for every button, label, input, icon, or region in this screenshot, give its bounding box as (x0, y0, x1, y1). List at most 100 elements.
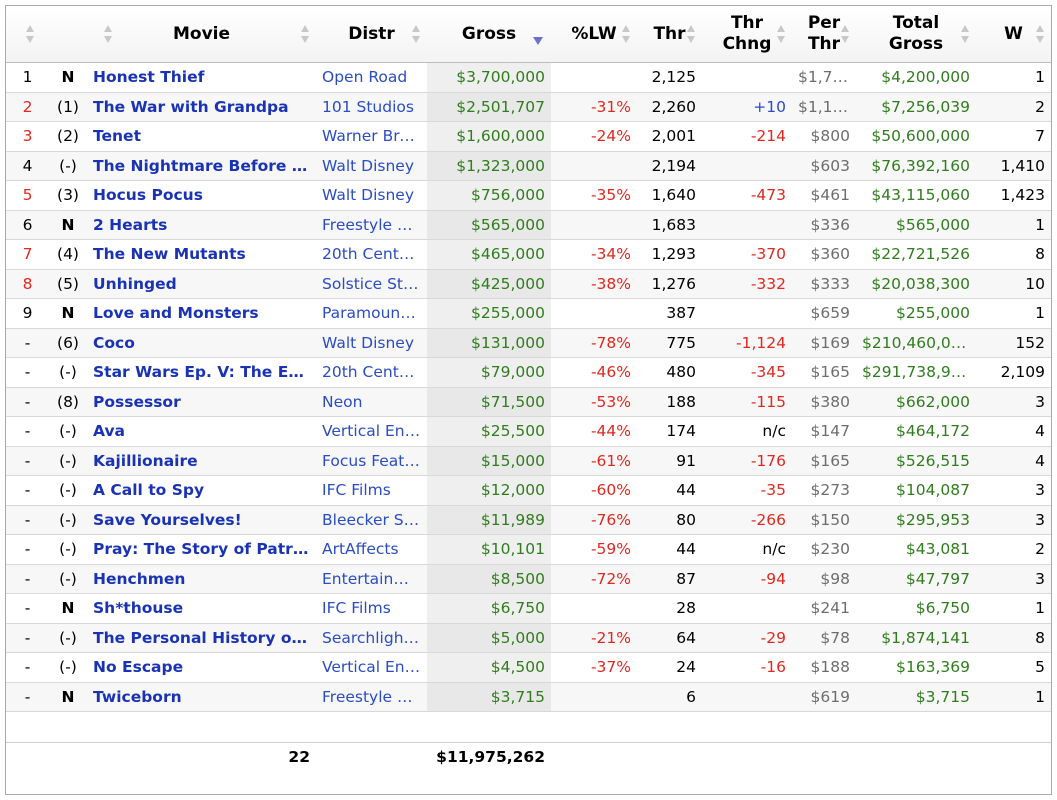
row-movie-link[interactable]: Star Wars Ep. V: The Empire Strikes Back (87, 357, 316, 388)
table-row: -(-)The Personal History of David Copper… (6, 623, 1051, 653)
row-theaters: 6 (637, 682, 702, 712)
row-movie-link[interactable]: The Personal History of David Copperfiel… (87, 623, 316, 653)
row-theater-change: n/c (702, 534, 792, 565)
row-movie-link[interactable]: Love and Monsters (87, 298, 316, 329)
row-distributor-link[interactable]: 20th Century Studios (316, 239, 427, 270)
row-theaters: 44 (637, 534, 702, 565)
col-header-movie[interactable]: Movie (87, 6, 316, 63)
row-distributor-link[interactable]: IFC Films (316, 475, 427, 506)
row-rank: 5 (6, 180, 49, 211)
row-gross: $6,750 (427, 593, 551, 624)
row-theater-change: -332 (702, 269, 792, 299)
row-movie-link[interactable]: Possessor (87, 387, 316, 417)
row-distributor-link[interactable]: Walt Disney (316, 328, 427, 358)
row-movie-link[interactable]: Save Yourselves! (87, 505, 316, 535)
row-weeks: 1,410 (976, 151, 1051, 181)
row-theater-change (702, 593, 792, 624)
col-header-distr[interactable]: Distr (316, 6, 427, 63)
row-rank: - (6, 475, 49, 506)
row-movie-link[interactable]: Unhinged (87, 269, 316, 299)
row-gross: $3,715 (427, 682, 551, 712)
row-rank: - (6, 623, 49, 653)
row-movie-link[interactable]: Tenet (87, 121, 316, 152)
col-header-last-week[interactable] (49, 6, 112, 63)
row-per-theater: $1,107 (792, 92, 856, 122)
row-distributor-link[interactable]: Vertical Entertainment (316, 652, 427, 683)
col-header-thr-chng[interactable]: Thr Chng (702, 6, 792, 63)
row-movie-link[interactable]: Sh*thouse (87, 593, 316, 624)
row-movie-link[interactable]: Pray: The Story of Patrick Peyton (87, 534, 316, 565)
row-theater-change: +10 (702, 92, 792, 122)
row-distributor-link[interactable]: Freestyle Releasing (316, 210, 427, 240)
row-distributor-link[interactable]: Open Road (316, 62, 427, 93)
row-distributor-link[interactable]: IFC Films (316, 593, 427, 624)
row-distributor-link[interactable]: Neon (316, 387, 427, 417)
sort-arrows-icon (622, 25, 631, 43)
row-movie-link[interactable]: Coco (87, 328, 316, 358)
row-movie-link[interactable]: Ava (87, 416, 316, 447)
row-distributor-link[interactable]: Focus Features (316, 446, 427, 476)
row-per-theater: $188 (792, 652, 856, 683)
row-distributor-link[interactable]: 20th Century Studios (316, 357, 427, 388)
row-movie-link[interactable]: No Escape (87, 652, 316, 683)
row-movie-link[interactable]: Hocus Pocus (87, 180, 316, 211)
col-header-weeks[interactable]: W (976, 6, 1051, 63)
row-theaters: 2,260 (637, 92, 702, 122)
row-pct-lw: -35% (551, 180, 637, 211)
row-distributor-link[interactable]: Bleecker Street (316, 505, 427, 535)
row-pct-lw (551, 210, 637, 240)
col-header-gross[interactable]: Gross (427, 6, 551, 63)
row-distributor-link[interactable]: Searchlight Pictures (316, 623, 427, 653)
row-theaters: 1,276 (637, 269, 702, 299)
row-movie-link[interactable]: Twiceborn (87, 682, 316, 712)
row-theaters: 28 (637, 593, 702, 624)
row-total-gross: $255,000 (856, 298, 976, 329)
row-last-week: (-) (49, 446, 87, 476)
row-distributor-link[interactable]: Paramount Pictures (316, 298, 427, 329)
row-rank: 3 (6, 121, 49, 152)
row-movie-link[interactable]: Honest Thief (87, 62, 316, 93)
row-theater-change: -16 (702, 652, 792, 683)
row-distributor-link[interactable]: Walt Disney (316, 180, 427, 211)
row-total-gross: $20,038,300 (856, 269, 976, 299)
col-header-thr[interactable]: Thr (637, 6, 702, 63)
row-distributor-link[interactable]: Entertainment One (316, 564, 427, 594)
row-last-week: (-) (49, 416, 87, 447)
row-distributor-link[interactable]: Warner Bros. (316, 121, 427, 152)
row-movie-link[interactable]: The War with Grandpa (87, 92, 316, 122)
row-last-week: (3) (49, 180, 87, 211)
col-header-pct-lw[interactable]: %LW (551, 6, 637, 63)
row-weeks: 3 (976, 475, 1051, 506)
sort-descending-icon (533, 37, 543, 45)
row-distributor-link[interactable]: Vertical Entertainment (316, 416, 427, 447)
row-movie-link[interactable]: 2 Hearts (87, 210, 316, 240)
row-per-theater: $659 (792, 298, 856, 329)
row-movie-link[interactable]: The New Mutants (87, 239, 316, 270)
row-movie-link[interactable]: A Call to Spy (87, 475, 316, 506)
row-last-week: (-) (49, 652, 87, 683)
row-pct-lw: -59% (551, 534, 637, 565)
row-distributor-link[interactable]: Walt Disney (316, 151, 427, 181)
row-per-theater: $273 (792, 475, 856, 506)
row-distributor-link[interactable]: Solstice Studios (316, 269, 427, 299)
row-distributor-link[interactable]: Freestyle Releasing (316, 682, 427, 712)
row-distributor-link[interactable]: ArtAffects (316, 534, 427, 565)
row-last-week: N (49, 298, 87, 329)
row-weeks: 152 (976, 328, 1051, 358)
col-header-per-thr[interactable]: Per Thr (792, 6, 856, 63)
row-distributor-link[interactable]: 101 Studios (316, 92, 427, 122)
row-movie-link[interactable]: Henchmen (87, 564, 316, 594)
row-weeks: 1,423 (976, 180, 1051, 211)
row-gross: $71,500 (427, 387, 551, 417)
col-header-rank[interactable] (6, 6, 49, 63)
row-movie-link[interactable]: The Nightmare Before Christmas (87, 151, 316, 181)
row-theaters: 91 (637, 446, 702, 476)
row-total-gross: $464,172 (856, 416, 976, 447)
row-pct-lw: -61% (551, 446, 637, 476)
row-theaters: 480 (637, 357, 702, 388)
col-header-total-gross[interactable]: Total Gross (856, 6, 976, 63)
row-movie-link[interactable]: Kajillionaire (87, 446, 316, 476)
